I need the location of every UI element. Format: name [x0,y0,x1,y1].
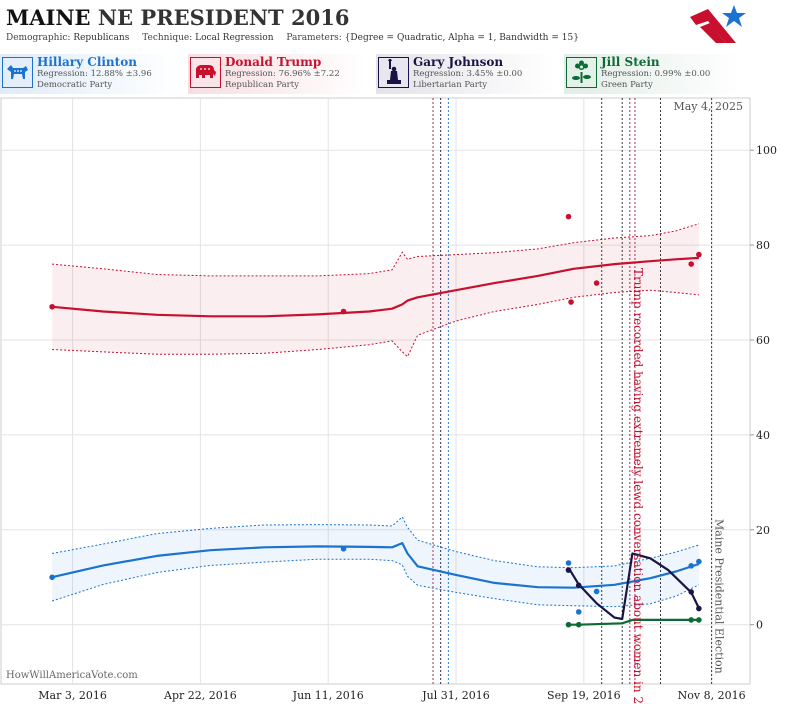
candidate-name: Hillary Clinton [37,55,137,69]
demographic-label: Demographic: [6,33,71,43]
data-point [696,605,702,612]
regression-lines [51,256,700,626]
x-tick-label: Sep 19, 2016 [547,689,621,702]
watermark: HowWillAmericaVote.com [6,670,138,681]
title-state: MAINE [6,5,91,30]
poll-chart: Trump recorded having extremely lewd con… [0,97,777,704]
donkey-icon [2,57,33,88]
data-point [575,609,582,615]
data-point [49,574,55,581]
data-point [340,545,347,552]
candidate-card-clinton: Hillary Clinton Regression: 12.88% ±3.96… [0,54,178,94]
candidate-regression: Regression: 76.96% ±7.22 [225,69,340,79]
technique-label: Technique: [142,33,193,43]
title-rest: NE PRESIDENT 2016 [97,5,350,30]
candidate-name: Gary Johnson [413,55,504,69]
data-point [696,558,702,565]
data-point [593,280,600,286]
data-point [688,589,695,595]
annotation-label: Maine Presidential Election [713,519,726,674]
data-point [565,567,572,573]
data-point [696,617,702,623]
data-point [688,563,695,569]
star-stripe-logo-icon [690,5,746,43]
confidence-bands [51,223,700,608]
x-tick-label: Mar 3, 2016 [38,689,107,702]
series-line [51,542,700,589]
parameters-value: {Degree = Quadratic, Alpha = 1, Bandwidt… [344,33,579,43]
candidate-party: Green Party [601,80,653,90]
candidate-party: Democratic Party [37,80,113,90]
parameters-label: Parameters: [286,33,342,43]
candidate-regression: Regression: 0.99% ±0.00 [601,69,711,79]
candidate-card-johnson: Gary Johnson Regression: 3.45% ±0.00 Lib… [376,54,554,94]
data-point [593,588,600,595]
demographic-value: Republicans [73,33,130,43]
series-line [567,552,700,621]
date-label: May 4, 2025 [673,100,743,113]
data-point [696,251,702,258]
data-point [575,582,582,589]
flower-icon [566,57,597,88]
x-tick-label: Apr 22, 2016 [163,689,237,702]
annotation-label: Trump recorded having extremely lewd con… [631,268,645,704]
band-lower-line [52,289,699,358]
band-lower-line [51,558,700,608]
data-point [565,560,572,566]
candidate-card-stein: Jill Stein Regression: 0.99% ±0.00 Green… [564,54,742,94]
poll-points [49,213,702,628]
band-upper-line [52,516,700,569]
y-tick-label: 60 [756,334,770,347]
x-tick-label: Jul 31, 2016 [421,689,490,702]
y-tick-label: 0 [756,619,763,632]
series-line [51,256,699,318]
x-tick-label: Nov 8, 2016 [678,689,746,702]
data-point [565,213,572,220]
data-point [49,303,55,310]
subtitle: Demographic: Republicans Technique: Loca… [6,33,579,43]
header: MAINE NE PRESIDENT 2016 Demographic: Rep… [0,0,789,48]
data-point [340,308,347,315]
candidate-name: Jill Stein [601,55,660,69]
axes: Mar 3, 2016 Apr 22, 2016 Jun 11, 2016 Jul 3… [38,144,777,702]
elephant-icon [190,57,221,88]
data-point [688,617,695,623]
y-tick-label: 40 [756,429,770,442]
y-tick-label: 20 [756,524,770,537]
page-title: MAINE NE PRESIDENT 2016 [6,5,349,30]
confidence-band [52,517,699,607]
confidence-band [52,223,699,357]
candidate-name: Donald Trump [225,55,322,69]
candidate-party: Republican Party [225,80,299,90]
data-point [565,621,572,628]
data-point [568,299,574,305]
y-tick-label: 100 [756,144,777,157]
y-tick-label: 80 [756,239,770,252]
x-tick-label: Jun 11, 2016 [292,689,364,702]
data-point [575,621,582,628]
candidate-card-trump: Donald Trump Regression: 76.96% ±7.22 Re… [188,54,366,94]
liberty-statue-icon [378,57,409,88]
annotations: Trump recorded having extremely lewd con… [631,268,726,704]
plot-background [0,97,751,685]
data-point [688,261,695,267]
candidate-regression: Regression: 12.88% ±3.96 [37,69,152,79]
technique-value: Local Regression [195,33,274,43]
candidate-regression: Regression: 3.45% ±0.00 [413,69,523,79]
candidate-party: Libertarian Party [413,80,488,90]
